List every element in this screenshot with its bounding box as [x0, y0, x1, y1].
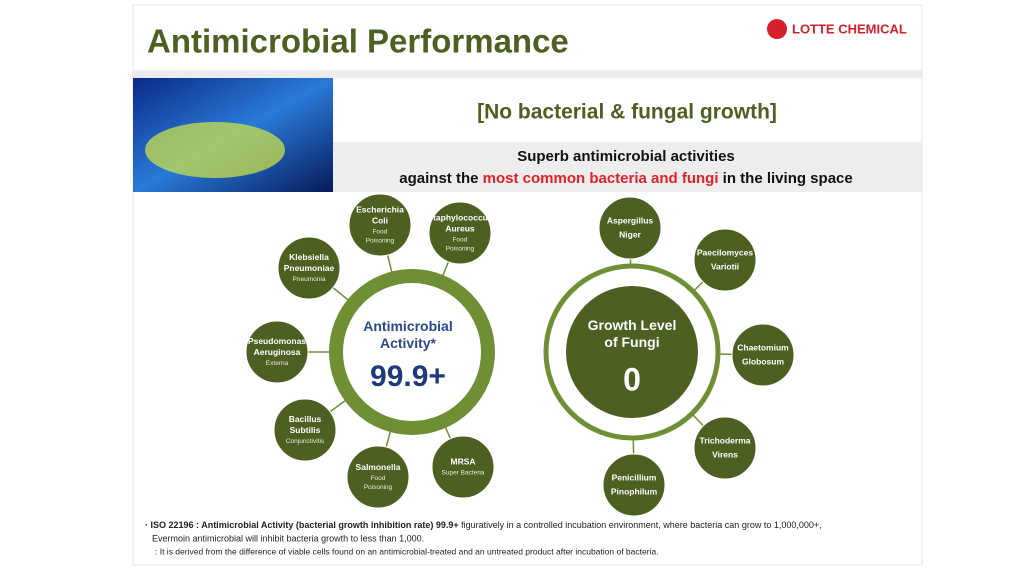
node-name: Aspergillus	[607, 215, 654, 225]
footnote-text: figuratively in a controlled incubation …	[459, 520, 822, 530]
node	[277, 236, 341, 300]
banner-line: Superb antimicrobial activities	[517, 148, 735, 165]
node-name: Bacillus	[289, 414, 322, 424]
footnote: Evermoin antimicrobial will inhibit bact…	[152, 533, 424, 543]
node-name: Pseudomonas	[248, 336, 306, 346]
text: against the	[399, 170, 482, 187]
node	[431, 435, 495, 499]
center-label: of Fungi	[604, 334, 659, 350]
node-name: Trichoderma	[699, 435, 750, 445]
node-name: Niger	[619, 229, 641, 239]
node-name: Pneumoniae	[284, 263, 335, 273]
center-label: Activity*	[380, 335, 437, 351]
node	[693, 416, 757, 480]
footnote-bold: · ISO 22196 : Antimicrobial Activity (ba…	[145, 520, 459, 530]
node-name: Paecilomyces	[697, 247, 754, 257]
node	[693, 228, 757, 292]
center-label: Growth Level	[588, 317, 677, 333]
node-name: Escherichia	[356, 204, 404, 214]
node-name: Penicillium	[612, 472, 657, 482]
banner-line: against the most common bacteria and fun…	[399, 170, 852, 187]
node-name: Pinophilum	[611, 486, 658, 496]
banner-band	[333, 142, 922, 192]
node-name: Virens	[712, 449, 738, 459]
node-note: Super Bacteria	[442, 470, 485, 477]
title: Antimicrobial Performance	[147, 23, 569, 60]
node-note: Food	[453, 237, 468, 244]
banner-heading: [No bacterial & fungal growth]	[477, 101, 777, 124]
node	[731, 323, 795, 387]
logo-mark	[767, 19, 787, 39]
node-note: Food	[371, 475, 386, 482]
center-disc	[566, 286, 698, 418]
node	[245, 320, 309, 384]
node-note: Food	[373, 229, 388, 236]
node-note: Externa	[266, 360, 289, 367]
node-note: Conjunctivitis	[286, 438, 325, 445]
footnote: · ISO 22196 : Antimicrobial Activity (ba…	[145, 520, 822, 530]
node	[598, 196, 662, 260]
node-note: Poisoning	[446, 246, 475, 253]
node	[348, 193, 412, 257]
header-band	[133, 70, 922, 78]
petri-dish	[145, 122, 285, 178]
node-name: Chaetomium	[737, 342, 789, 352]
node-note: Pneumonia	[293, 276, 326, 283]
center-value: 99.9+	[370, 360, 446, 393]
node-name: Subtilis	[290, 425, 321, 435]
text: in the living space	[719, 170, 853, 187]
node-name: Klebsiella	[289, 252, 329, 262]
node-name: Aureus	[445, 223, 475, 233]
node	[602, 453, 666, 517]
logo: LOTTE CHEMICAL	[792, 21, 907, 36]
node	[273, 398, 337, 462]
node-note: Poisoning	[366, 238, 395, 245]
highlight: most common bacteria and fungi	[483, 170, 719, 187]
node-name: Globosum	[742, 356, 784, 366]
center-label: Antimicrobial	[363, 318, 452, 334]
node-name: Salmonella	[356, 462, 401, 472]
diagrams: AntimicrobialActivity*99.9+EscherichiaCo…	[245, 193, 795, 517]
center-value: 0	[623, 361, 641, 397]
node-note: Poisoning	[364, 484, 393, 491]
node-name: MRSA	[450, 456, 475, 466]
node-name: Coli	[372, 215, 388, 225]
node	[428, 201, 492, 265]
node	[346, 445, 410, 509]
footnote: : It is derived from the difference of v…	[155, 546, 659, 556]
node-name: Staphylococcus	[427, 212, 492, 222]
node-name: Variotii	[711, 261, 739, 271]
ring	[329, 269, 495, 435]
node-name: Aeruginosa	[254, 347, 301, 357]
